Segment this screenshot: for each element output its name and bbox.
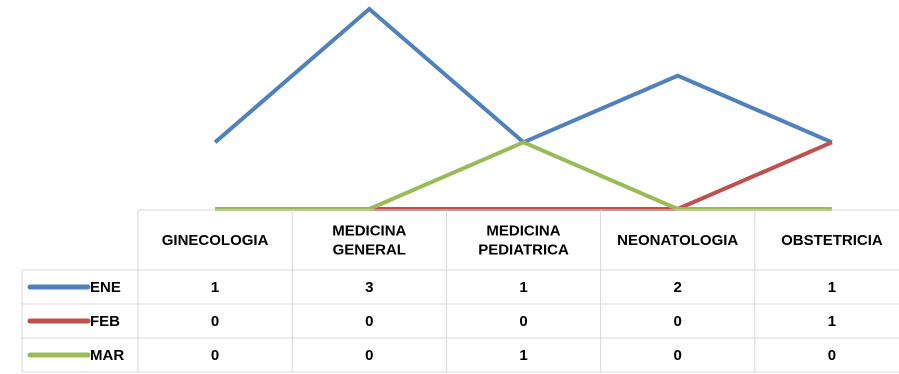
- table-cell-value: 1: [211, 279, 219, 296]
- table-cell-value: 1: [519, 279, 527, 296]
- category-label: OBSTETRICIA: [781, 232, 883, 249]
- series-line-mar: [215, 140, 832, 211]
- table-cell-value: 1: [828, 313, 836, 330]
- table-cell-value: 0: [828, 347, 836, 364]
- table-cell-value: 3: [365, 279, 373, 296]
- table-cell-value: 0: [365, 347, 373, 364]
- series-line-feb: [215, 140, 833, 211]
- category-label: GINECOLOGIA: [162, 232, 269, 249]
- plot-area: [213, 6, 833, 211]
- table-cell-value: 2: [674, 279, 682, 296]
- table-cell-value: 0: [365, 313, 373, 330]
- table-cell-value: 0: [674, 313, 682, 330]
- table-cell-value: 1: [828, 279, 836, 296]
- table-cell-value: 0: [519, 313, 527, 330]
- table-cell-value: 1: [519, 347, 527, 364]
- table-cell-value: 0: [211, 347, 219, 364]
- category-label: MEDICINA GENERAL: [332, 223, 406, 259]
- series-line-ene: [213, 6, 833, 145]
- category-label: MEDICINA PEDIATRICA: [478, 223, 569, 259]
- category-label: NEONATOLOGIA: [617, 232, 738, 249]
- series-name: MAR: [90, 347, 124, 364]
- data-table: GINECOLOGIA MEDICINA GENERAL MEDICINA PEDIAT…: [21, 209, 899, 373]
- table-cell-value: 0: [211, 313, 219, 330]
- series-name: ENE: [90, 279, 121, 296]
- series-name: FEB: [90, 313, 120, 330]
- table-cell-value: 0: [674, 347, 682, 364]
